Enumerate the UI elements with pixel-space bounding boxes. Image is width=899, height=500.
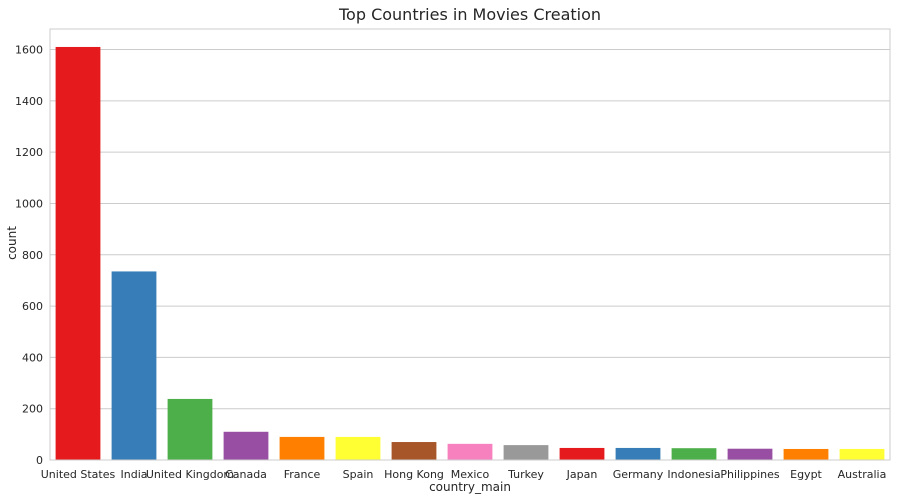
y-tick-label: 1600 (15, 44, 43, 57)
x-tick-label: Hong Kong (384, 468, 444, 481)
y-axis-label: count (5, 226, 19, 260)
y-tick-label: 0 (36, 454, 43, 467)
x-tick-label: Canada (225, 468, 267, 481)
bar (671, 448, 717, 460)
bar (503, 445, 549, 460)
bar (615, 447, 661, 460)
bar (559, 447, 605, 460)
x-tick-label: India (121, 468, 148, 481)
x-tick-label: Mexico (451, 468, 490, 481)
bar (55, 46, 101, 460)
chart-title: Top Countries in Movies Creation (338, 5, 601, 24)
bars (55, 46, 885, 460)
bar (223, 431, 269, 460)
bar (391, 442, 437, 460)
bar (783, 448, 829, 460)
x-tick-label: France (284, 468, 321, 481)
bar (839, 448, 885, 460)
y-tick-label: 200 (22, 403, 43, 416)
y-tick-label: 400 (22, 351, 43, 364)
bar (111, 271, 157, 460)
gridlines (50, 49, 890, 461)
x-tick-label: Philippines (720, 468, 780, 481)
y-tick-label: 1200 (15, 146, 43, 159)
bar (167, 398, 213, 460)
bar (279, 436, 325, 460)
x-tick-label: Spain (343, 468, 374, 481)
x-tick-label: United States (41, 468, 116, 481)
y-tick-label: 1000 (15, 197, 43, 210)
x-tick-label: Egypt (790, 468, 822, 481)
y-tick-label: 800 (22, 249, 43, 262)
bar (335, 436, 381, 460)
y-tick-label: 1400 (15, 95, 43, 108)
x-axis-label: country_main (429, 480, 511, 494)
x-tick-label: United Kingdom (146, 468, 234, 481)
x-tick-label: Japan (566, 468, 598, 481)
y-tick-labels: 0 200 400 600 800 1000 1200 1400 1600 (15, 44, 43, 467)
x-tick-label: Turkey (507, 468, 544, 481)
bar (727, 448, 773, 460)
x-tick-label: Australia (838, 468, 887, 481)
plot-frame (49, 28, 891, 461)
x-tick-label: Indonesia (667, 468, 720, 481)
y-tick-label: 600 (22, 300, 43, 313)
x-tick-label: Germany (613, 468, 664, 481)
bar (447, 443, 493, 460)
